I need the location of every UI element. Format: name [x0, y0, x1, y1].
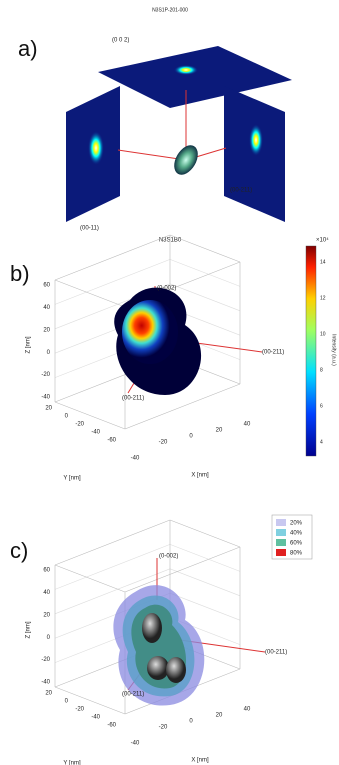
y-tick-label: 0: [65, 414, 69, 420]
panel-label: a): [18, 36, 38, 61]
annotation: (00-211): [122, 396, 144, 402]
box-edge: [54, 519, 171, 566]
x-axis-title: X [nm]: [191, 758, 209, 764]
grid-line: [169, 592, 241, 621]
grid-line: [169, 568, 241, 597]
panel-label: b): [10, 261, 30, 286]
panel-title: N3S1P-201-000: [152, 7, 188, 13]
x-tick-label: 40: [244, 707, 251, 713]
legend-label: 60%: [290, 541, 303, 547]
z-tick-label: 0: [47, 350, 51, 356]
x-tick-label: 0: [189, 434, 193, 440]
legend-label: 80%: [290, 551, 303, 557]
box-edge: [169, 519, 241, 548]
colorbar-exponent: ×10⁴: [316, 237, 329, 244]
z-tick-label: 0: [47, 635, 51, 641]
box-edge: [124, 546, 241, 593]
y-tick-label: 0: [65, 699, 69, 705]
core: [166, 657, 186, 683]
colorbar-label: Intensity (a.u.): [331, 334, 337, 366]
box-edge: [54, 564, 126, 593]
legend-swatch: [276, 529, 286, 536]
annotation: (00-11): [80, 226, 99, 232]
z-tick-label: -20: [41, 657, 50, 663]
x-tick-label: 20: [216, 428, 223, 434]
x-tick-label: -20: [159, 440, 168, 446]
annotation: (00-211): [265, 650, 287, 656]
legend-swatch: [276, 549, 286, 556]
y-tick-label: -60: [107, 438, 116, 444]
x-tick-label: 20: [216, 713, 223, 719]
annotation: (00-211): [122, 692, 144, 698]
colorbar: [305, 245, 317, 457]
z-tick-label: 20: [43, 612, 50, 618]
panel-title: N3S1B0: [159, 238, 182, 244]
annotation: (0-002): [157, 286, 176, 292]
box-edge: [54, 279, 126, 308]
axes-box: 60 40 20 0 -20 -40 20 0 -20 -40 -60 -40 -20 0 20 40 Z [n…: [26, 519, 251, 765]
annotation: (0 0 2): [112, 38, 129, 44]
grid-line: [169, 259, 241, 287]
grid-line: [169, 544, 241, 572]
z-axis-title: Z [nm]: [26, 336, 32, 353]
y-tick-label: -20: [75, 422, 84, 428]
blob-hot: [122, 300, 178, 364]
y-tick-label: -40: [91, 715, 100, 721]
x-tick-label: -40: [131, 741, 140, 747]
x-tick-label: -20: [159, 725, 168, 731]
colorbar-tick-label: 14: [320, 259, 326, 265]
box-edge: [54, 401, 126, 430]
grid-line: [54, 544, 171, 590]
z-tick-label: 20: [43, 327, 50, 333]
grid-line: [169, 283, 241, 312]
y-tick-label: -20: [75, 707, 84, 713]
colorbar-tick-label: 8: [320, 367, 323, 373]
z-tick-label: 40: [43, 590, 50, 596]
colorbar-tick-label: 4: [320, 439, 323, 445]
z-tick-label: -40: [41, 680, 50, 686]
spot: [249, 124, 263, 156]
z-tick-label: 40: [43, 305, 50, 311]
legend-label: 40%: [290, 531, 303, 537]
spot: [174, 65, 198, 75]
core: [142, 613, 162, 643]
grid-line: [54, 568, 171, 615]
panel-label: c): [10, 538, 28, 563]
plane-top: [98, 46, 292, 108]
x-tick-label: 0: [189, 719, 193, 725]
x-tick-label: 40: [244, 422, 251, 428]
legend-swatch: [276, 519, 286, 526]
legend-swatch: [276, 539, 286, 546]
colorbar-tick-label: 12: [320, 295, 326, 301]
y-axis-title: Y [nm]: [63, 476, 81, 482]
y-tick-label: 20: [45, 406, 52, 412]
z-tick-label: 60: [43, 283, 50, 289]
blob: [174, 145, 198, 175]
z-tick-label: 60: [43, 568, 50, 574]
legend-label: 20%: [290, 521, 303, 527]
box-edge: [54, 686, 126, 715]
z-tick-label: -20: [41, 372, 50, 378]
colorbar-tick-label: 10: [320, 331, 326, 337]
grid-line: [54, 259, 171, 305]
spot: [88, 131, 104, 165]
annotation: (00-211): [230, 188, 252, 194]
z-tick-label: -40: [41, 395, 50, 401]
y-tick-label: 20: [45, 691, 52, 697]
z-axis-title: Z [nm]: [26, 621, 32, 638]
y-tick-label: -60: [107, 723, 116, 729]
annotation: (0-002): [159, 554, 178, 560]
x-tick-label: -40: [131, 456, 140, 462]
x-axis-title: X [nm]: [191, 473, 209, 479]
annotation: (00-211): [262, 350, 284, 356]
colorbar-tick-label: 6: [320, 403, 323, 409]
y-axis-title: Y [nm]: [63, 761, 81, 765]
core: [147, 656, 169, 680]
y-tick-label: -40: [91, 430, 100, 436]
box-edge: [169, 234, 241, 263]
box-edge: [54, 234, 171, 281]
box-edge: [124, 383, 241, 430]
